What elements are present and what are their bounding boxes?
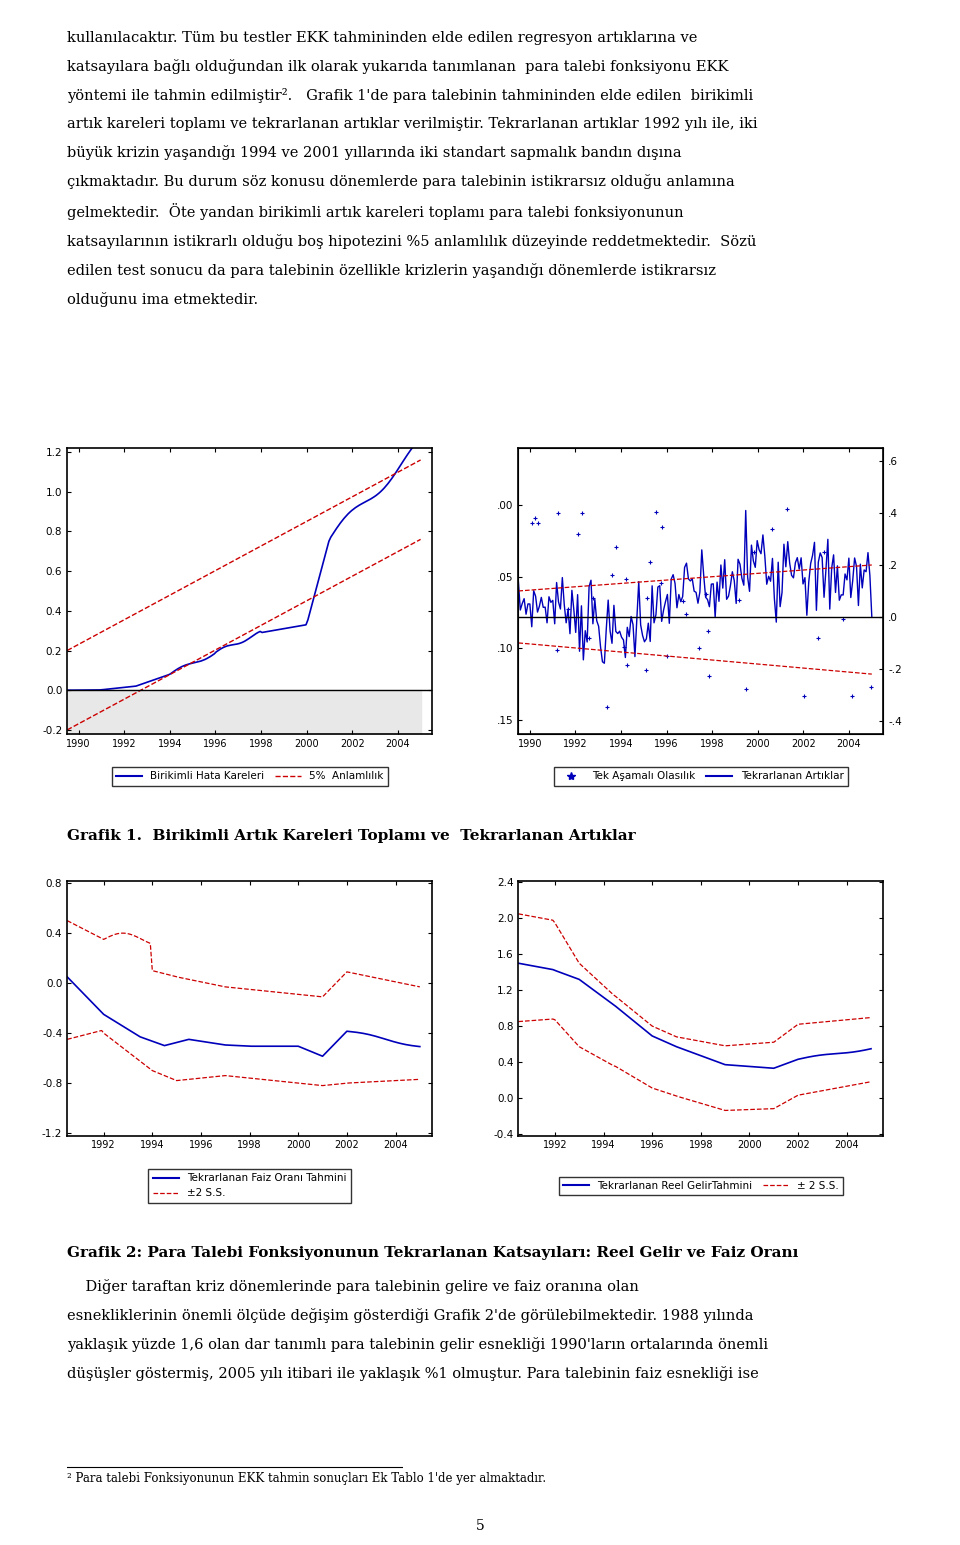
Text: kullanılacaktır. Tüm bu testler EKK tahmininden elde edilen regresyon artıkların: kullanılacaktır. Tüm bu testler EKK tahm… xyxy=(67,31,757,307)
Text: Diğer taraftan kriz dönemlerinde para talebinin gelire ve faiz oranına olan

esn: Diğer taraftan kriz dönemlerinde para ta… xyxy=(67,1279,768,1381)
Point xyxy=(586,586,601,610)
Point xyxy=(570,522,586,547)
Point xyxy=(530,510,545,535)
Text: Grafik 2: Para Talebi Fonksiyonunun Tekrarlanan Katsayıları: Reel Gelir ve Faiz : Grafik 2: Para Talebi Fonksiyonunun Tekr… xyxy=(67,1245,799,1261)
Point xyxy=(582,626,597,650)
Point xyxy=(619,654,635,678)
Point xyxy=(561,596,576,621)
Point xyxy=(638,657,654,681)
Point xyxy=(678,601,693,626)
Point xyxy=(817,539,832,564)
Point xyxy=(675,589,690,613)
Text: ² Para talebi Fonksiyonunun EKK tahmin sonuçları Ek Tablo 1'de yer almaktadır.: ² Para talebi Fonksiyonunun EKK tahmin s… xyxy=(67,1472,546,1485)
Point xyxy=(639,586,655,610)
Point xyxy=(653,570,668,595)
Point xyxy=(796,683,811,708)
Text: Grafik 1.  Birikimli Artık Kareleri Toplamı ve  Tekrarlanan Artıklar: Grafik 1. Birikimli Artık Kareleri Topla… xyxy=(67,828,636,844)
Point xyxy=(660,644,675,669)
Point xyxy=(599,695,614,720)
Point xyxy=(835,607,851,632)
Legend: Tek Aşamalı Olasılık, Tekrarlanan Artıklar: Tek Aşamalı Olasılık, Tekrarlanan Artıkl… xyxy=(554,768,848,785)
Point xyxy=(527,505,542,530)
Point xyxy=(701,618,716,643)
Point xyxy=(616,635,632,660)
Point xyxy=(525,511,540,536)
Point xyxy=(738,677,754,701)
Point xyxy=(691,635,707,660)
Point xyxy=(550,501,565,525)
Point xyxy=(810,626,826,650)
Legend: Tekrarlanan Faiz Oranı Tahmini, ±2 S.S.: Tekrarlanan Faiz Oranı Tahmini, ±2 S.S. xyxy=(149,1170,350,1202)
Point xyxy=(864,675,879,700)
Point xyxy=(655,514,670,539)
Point xyxy=(845,684,860,709)
Point xyxy=(649,499,664,524)
Point xyxy=(604,562,619,587)
Legend: Birikimli Hata Kareleri, 5%  Anlamlılık: Birikimli Hata Kareleri, 5% Anlamlılık xyxy=(111,768,388,785)
Text: 5: 5 xyxy=(475,1519,485,1533)
Point xyxy=(701,664,716,689)
Point xyxy=(780,497,795,522)
Point xyxy=(731,587,746,612)
Point xyxy=(746,539,761,564)
Point xyxy=(642,550,658,575)
Point xyxy=(549,638,564,663)
Point xyxy=(764,516,780,541)
Point xyxy=(698,582,713,607)
Legend: Tekrarlanan Reel GelirTahmini, ± 2 S.S.: Tekrarlanan Reel GelirTahmini, ± 2 S.S. xyxy=(559,1177,843,1194)
Point xyxy=(608,535,623,559)
Point xyxy=(618,567,634,592)
Point xyxy=(574,501,589,525)
